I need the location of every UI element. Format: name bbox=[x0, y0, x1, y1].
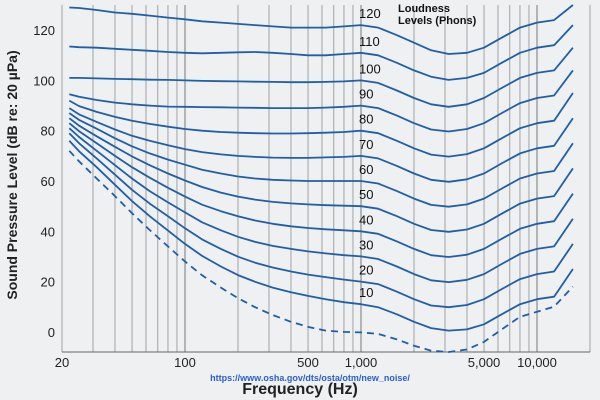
series-group bbox=[68, 4, 574, 353]
phon-label-90: 90 bbox=[359, 87, 373, 102]
y-tick-label: 60 bbox=[41, 174, 55, 189]
y-tick-labels: 0 20 40 60 80 100 120 bbox=[33, 23, 55, 340]
series-line-60 bbox=[68, 112, 574, 208]
series-line-50 bbox=[68, 117, 574, 233]
x-tick-labels: 20 100 500 1,000 5,000 10,000 bbox=[55, 355, 557, 370]
phon-label-50: 50 bbox=[359, 187, 373, 202]
series-line-70 bbox=[68, 107, 574, 183]
series-line-10 bbox=[68, 140, 574, 332]
phon-label-40: 40 bbox=[359, 212, 373, 227]
phon-label-100: 100 bbox=[359, 61, 381, 76]
series-line-100 bbox=[69, 47, 574, 108]
phon-label-10: 10 bbox=[359, 285, 373, 300]
series-line-30 bbox=[68, 127, 574, 283]
y-tick-label: 0 bbox=[48, 325, 55, 340]
x-tick-label: 100 bbox=[174, 355, 196, 370]
source-url: https://www.osha.gov/dts/osta/otm/new_no… bbox=[210, 373, 410, 383]
x-tick-label: 1,000 bbox=[345, 355, 378, 370]
phon-label-80: 80 bbox=[359, 112, 373, 127]
series-line-90 bbox=[69, 69, 574, 133]
y-tick-label: 40 bbox=[41, 224, 55, 239]
y-tick-label: 100 bbox=[33, 73, 55, 88]
series-line-threshold bbox=[68, 150, 574, 353]
x-axis-title: Frequency (Hz) bbox=[242, 381, 358, 398]
x-tick-label: 5,000 bbox=[468, 355, 501, 370]
series-line-20 bbox=[68, 132, 574, 309]
legend-title-line1: Loudness bbox=[398, 3, 450, 15]
series-line-80 bbox=[68, 92, 574, 158]
x-tick-label: 10,000 bbox=[517, 355, 557, 370]
y-tick-label: 80 bbox=[41, 124, 55, 139]
phon-label-70: 70 bbox=[359, 137, 373, 152]
phon-label-60: 60 bbox=[359, 162, 373, 177]
series-line-110 bbox=[69, 24, 574, 81]
phon-label-120: 120 bbox=[359, 6, 381, 21]
phon-label-20: 20 bbox=[359, 263, 373, 278]
x-tick-label: 500 bbox=[297, 355, 319, 370]
series-line-40 bbox=[68, 122, 574, 258]
phon-label-30: 30 bbox=[359, 237, 373, 252]
series-line-120 bbox=[69, 4, 574, 55]
phon-labels: 120 110 100 90 80 70 60 50 40 30 20 10 bbox=[359, 6, 381, 300]
phon-label-110: 110 bbox=[359, 34, 380, 49]
x-tick-label: 20 bbox=[55, 355, 69, 370]
y-tick-label: 20 bbox=[41, 275, 55, 290]
y-tick-label: 120 bbox=[33, 23, 55, 38]
legend-title-line2: Levels (Phons) bbox=[398, 15, 477, 27]
y-axis-title: Sound Pressure Level (dB re: 20 µPa) bbox=[4, 50, 20, 299]
